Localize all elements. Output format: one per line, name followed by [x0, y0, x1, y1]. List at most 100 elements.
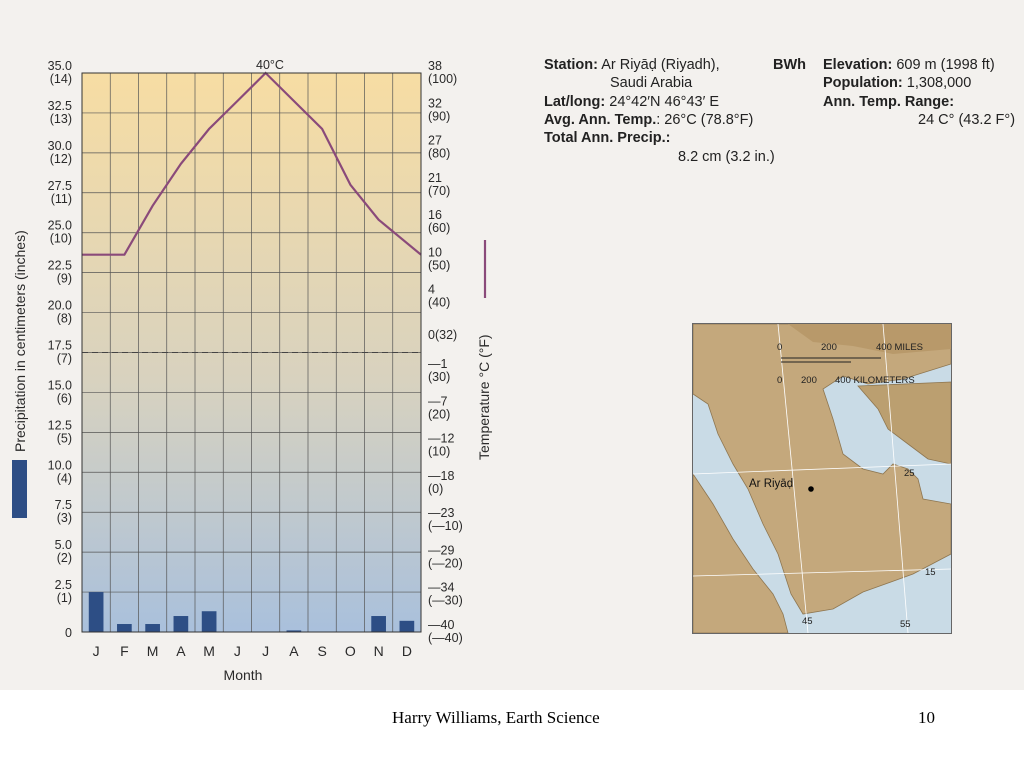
right-tick-c: —18 [428, 469, 454, 483]
right-tick-c: 0(32) [428, 328, 457, 342]
right-tick-c: —12 [428, 432, 454, 446]
left-tick-cm: 15.0 [48, 378, 72, 392]
total-precip-label: Total Ann. Precip.: [544, 130, 671, 146]
x-tick-label: M [147, 643, 159, 659]
right-tick-f: (0) [428, 482, 443, 496]
x-tick-label: N [374, 643, 384, 659]
population-label: Population: [823, 75, 903, 91]
left-tick-in: (1) [57, 591, 72, 605]
right-tick-f: (—40) [428, 631, 463, 645]
left-axis-ticks: 0 2.5(1) 5.0(2) 7.5(3) 10.0(4) 12.5(5) 15.0(6)… [48, 59, 72, 640]
right-tick-f: (—30) [428, 594, 463, 608]
left-tick-cm: 30.0 [48, 139, 72, 153]
right-tick-f: (—10) [428, 519, 463, 533]
riyadh-label: Ar Riyāḍ [749, 478, 793, 490]
precip-bar [145, 624, 160, 632]
left-tick-in: (3) [57, 511, 72, 525]
right-axis-label-group: Temperature °C (°F) [476, 240, 492, 460]
scale-miles-400: 400 MILES [876, 342, 923, 353]
precip-bar [117, 624, 132, 632]
latlong-label: Lat/long: [544, 94, 606, 110]
left-tick-cm: 25.0 [48, 219, 72, 233]
left-tick-cm: 32.5 [48, 99, 72, 113]
right-tick-c: 21 [428, 171, 442, 185]
footer-author: Harry Williams, Earth Science [392, 708, 600, 727]
left-tick-cm: 27.5 [48, 179, 72, 193]
map-svg: 0 200 400 MILES 0 200 400 KILOMETERS Ar … [693, 324, 951, 633]
left-tick-cm: 7.5 [55, 498, 72, 512]
scale-km-200: 200 [801, 375, 817, 386]
right-tick-c: —40 [428, 618, 454, 632]
right-tick-f: (60) [428, 221, 450, 235]
right-tick-c: —7 [428, 394, 448, 408]
scale-km-400: 400 KILOMETERS [835, 375, 915, 386]
precip-bar [399, 620, 415, 632]
latlong-value: 24°42′N 46°43′ E [609, 94, 719, 110]
slide-number: 10 [918, 708, 935, 727]
climograph: 0 2.5(1) 5.0(2) 7.5(3) 10.0(4) 12.5(5) 15.0(6)… [12, 58, 492, 683]
left-tick-cm: 20.0 [48, 299, 72, 313]
total-precip-value: 8.2 cm (3.2 in.) [678, 149, 775, 165]
x-tick-label: J [262, 643, 269, 659]
right-axis-ticks: —40(—40) —34(—30) —29(—20) —23(—10) —18(0) —1… [428, 59, 463, 645]
elevation-label: Elevation: [823, 57, 893, 73]
x-tick-label: J [234, 643, 241, 659]
latitude-25 [693, 463, 951, 475]
right-axis-label: Temperature °C (°F) [476, 334, 492, 460]
right-tick-c: —23 [428, 506, 454, 520]
temp-range-label: Ann. Temp. Range: [823, 94, 955, 110]
x-tick-label: A [289, 643, 299, 659]
right-tick-c: 38 [428, 59, 442, 73]
right-tick-c: 4 [428, 283, 435, 297]
right-tick-f: (30) [428, 370, 450, 384]
left-tick-in: (2) [57, 551, 72, 565]
right-tick-c: —1 [428, 357, 448, 371]
x-tick-label: F [120, 643, 129, 659]
right-tick-f: (—20) [428, 556, 463, 570]
precip-bar [201, 611, 217, 632]
elevation-value: 609 m (1998 ft) [896, 57, 995, 73]
lat-label-25: 25 [904, 468, 915, 479]
right-tick-f: (100) [428, 72, 457, 86]
longitude-55 [882, 324, 909, 633]
lat-label-15: 15 [925, 567, 936, 578]
right-tick-f: (10) [428, 445, 450, 459]
left-tick-in: (12) [50, 152, 72, 166]
latitude-15 [693, 568, 951, 577]
avg-temp-value: : 26°C (78.8°F) [656, 112, 754, 128]
scale-miles-200: 200 [821, 342, 837, 353]
left-tick-in: (9) [57, 272, 72, 286]
right-tick-f: (90) [428, 109, 450, 123]
x-axis-label: Month [224, 667, 263, 683]
climate-code: BWh [773, 57, 807, 73]
left-tick-in: (7) [57, 352, 72, 366]
location-map: 0 200 400 MILES 0 200 400 KILOMETERS Ar … [692, 323, 952, 634]
right-tick-f: (20) [428, 407, 450, 421]
land-iran [857, 381, 951, 465]
max-temp-annotation: 40°C [256, 58, 284, 72]
plot-border [81, 72, 422, 633]
left-tick-in: (10) [50, 232, 72, 246]
right-tick-c: 27 [428, 134, 442, 148]
right-tick-c: 16 [428, 208, 442, 222]
precip-legend-swatch [12, 460, 27, 518]
left-tick-in: (11) [51, 192, 72, 206]
right-tick-f: (80) [428, 147, 450, 161]
x-tick-label: A [176, 643, 186, 659]
left-tick-in: (6) [57, 391, 72, 405]
left-tick-in: (13) [50, 112, 72, 126]
right-tick-f: (40) [428, 296, 450, 310]
precip-bar [286, 630, 302, 632]
right-tick-c: 32 [428, 96, 442, 110]
x-tick-label: M [203, 643, 215, 659]
left-tick-in: (14) [50, 72, 72, 86]
precip-bar [371, 616, 386, 632]
right-tick-c: —34 [428, 581, 454, 595]
right-tick-f: (70) [428, 184, 450, 198]
land-africa [693, 473, 789, 633]
station-value: Ar Riyāḍ (Riyadh), [601, 57, 720, 73]
x-tick-label: D [402, 643, 412, 659]
left-tick-cm: 35.0 [48, 59, 72, 73]
avg-temp-label: Avg. Ann. Temp. [544, 112, 657, 128]
